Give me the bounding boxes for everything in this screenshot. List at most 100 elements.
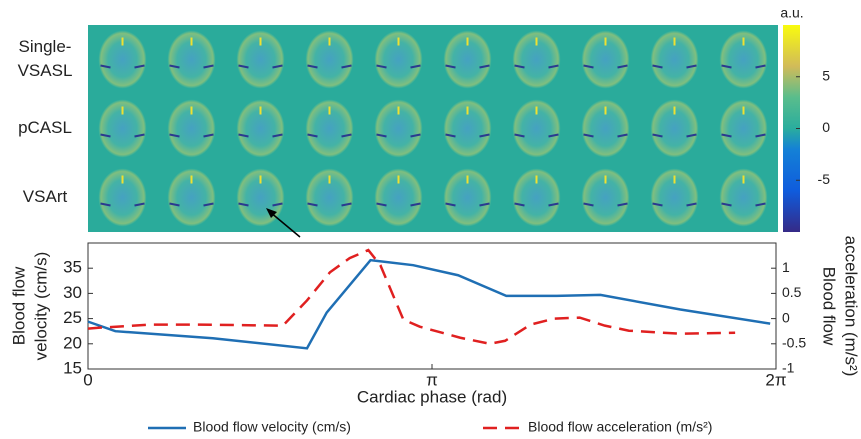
y2-tick-label: 1 [782,259,790,275]
brain [374,30,423,89]
series-line [87,258,771,350]
brain-vessel [686,202,697,207]
brain [650,30,699,89]
brain [305,168,354,227]
brain-vessel [203,202,214,207]
brain-vessel [341,133,352,138]
brain [98,168,147,227]
brain-vessel [134,64,145,69]
row-label: VSArt [23,187,68,206]
brain-vessel [652,64,663,69]
brain-vessel [583,202,594,207]
y-tick-label: 25 [63,308,82,327]
y-tick-label: 35 [63,258,82,277]
row-label: Single- [19,37,72,56]
brain-vessel [583,133,594,138]
x-tick-label: 0 [83,370,92,389]
brain [98,99,147,158]
brain-vessel [307,64,318,69]
y2-tick-label: -0.5 [782,335,806,351]
y2-tick-label: 0 [782,309,790,325]
brain-vessel [169,64,180,69]
brain [650,168,699,227]
brain [305,30,354,89]
brain-vessel [169,133,180,138]
colorbar-label: a.u. [780,5,803,21]
brain-vessel [134,133,145,138]
brain-vessel [617,202,628,207]
brain-vessel [341,64,352,69]
row-label: pCASL [18,118,72,137]
colorbar [783,25,800,232]
brain-vessel [514,202,525,207]
brain-vessel [272,202,283,207]
brain-vessel [272,133,283,138]
plot-frame [87,242,777,370]
brain-vessel [100,202,111,207]
y-tick-label: 30 [63,283,82,302]
brain [167,99,216,158]
brain-vessel [548,133,559,138]
brain [443,99,492,158]
brain-vessel [238,133,249,138]
brain-vessel [100,133,111,138]
x-axis-label: Cardiac phase (rad) [357,387,507,406]
y-axis-label: Blood flow [9,266,28,345]
brain [167,30,216,89]
brain-vessel [307,133,318,138]
brain-images [98,30,768,227]
brain-vessel [307,202,318,207]
brain [167,168,216,227]
brain [512,99,561,158]
brain-vessel [376,133,387,138]
colorbar-tick-label: 5 [822,67,830,83]
brain-vessel [479,64,490,69]
brain [719,30,768,89]
x-tick-label: π [426,370,438,389]
arrow-head [266,208,277,218]
arrow [269,211,301,238]
brain-vessel [445,64,456,69]
brain-vessel [548,202,559,207]
brain-vessel [169,202,180,207]
brain [236,30,285,89]
brain-vessel [100,64,111,69]
brain-vessel [410,64,421,69]
legend-label: Blood flow velocity (cm/s) [193,419,351,435]
y2-axis-label: acceleration (m/s²) [842,236,861,377]
brain-vessel [721,133,732,138]
brain-vessel [514,64,525,69]
brain-vessel [721,64,732,69]
brain-vessel [203,64,214,69]
y2-axis-label: Blood flow [820,267,839,346]
brain-vessel [238,64,249,69]
brain-vessel [341,202,352,207]
series-line [87,248,736,346]
y2-tick-label: -1 [782,360,795,376]
brain [374,168,423,227]
brain-vessel [203,133,214,138]
brain-vessel [514,133,525,138]
brain [236,99,285,158]
brain-vessel [479,202,490,207]
brain [374,99,423,158]
brain-vessel [583,64,594,69]
brain [650,99,699,158]
row-label: VSASL [18,61,73,80]
brain [512,30,561,89]
colorbar-tick-label: 0 [822,119,830,135]
brain [581,168,630,227]
y2-tick-label: 0.5 [782,284,802,300]
brain-vessel [652,133,663,138]
colorbar-tick-label: -5 [818,171,831,187]
brain-vessel [652,202,663,207]
brain-vessel [755,202,766,207]
brain [512,168,561,227]
brain-vessel [548,64,559,69]
x-tick-label: 2π [765,370,786,389]
brain-vessel [238,202,249,207]
y-tick-label: 15 [63,358,82,377]
legend-label: Blood flow acceleration (m/s²) [528,419,712,435]
brain [719,168,768,227]
